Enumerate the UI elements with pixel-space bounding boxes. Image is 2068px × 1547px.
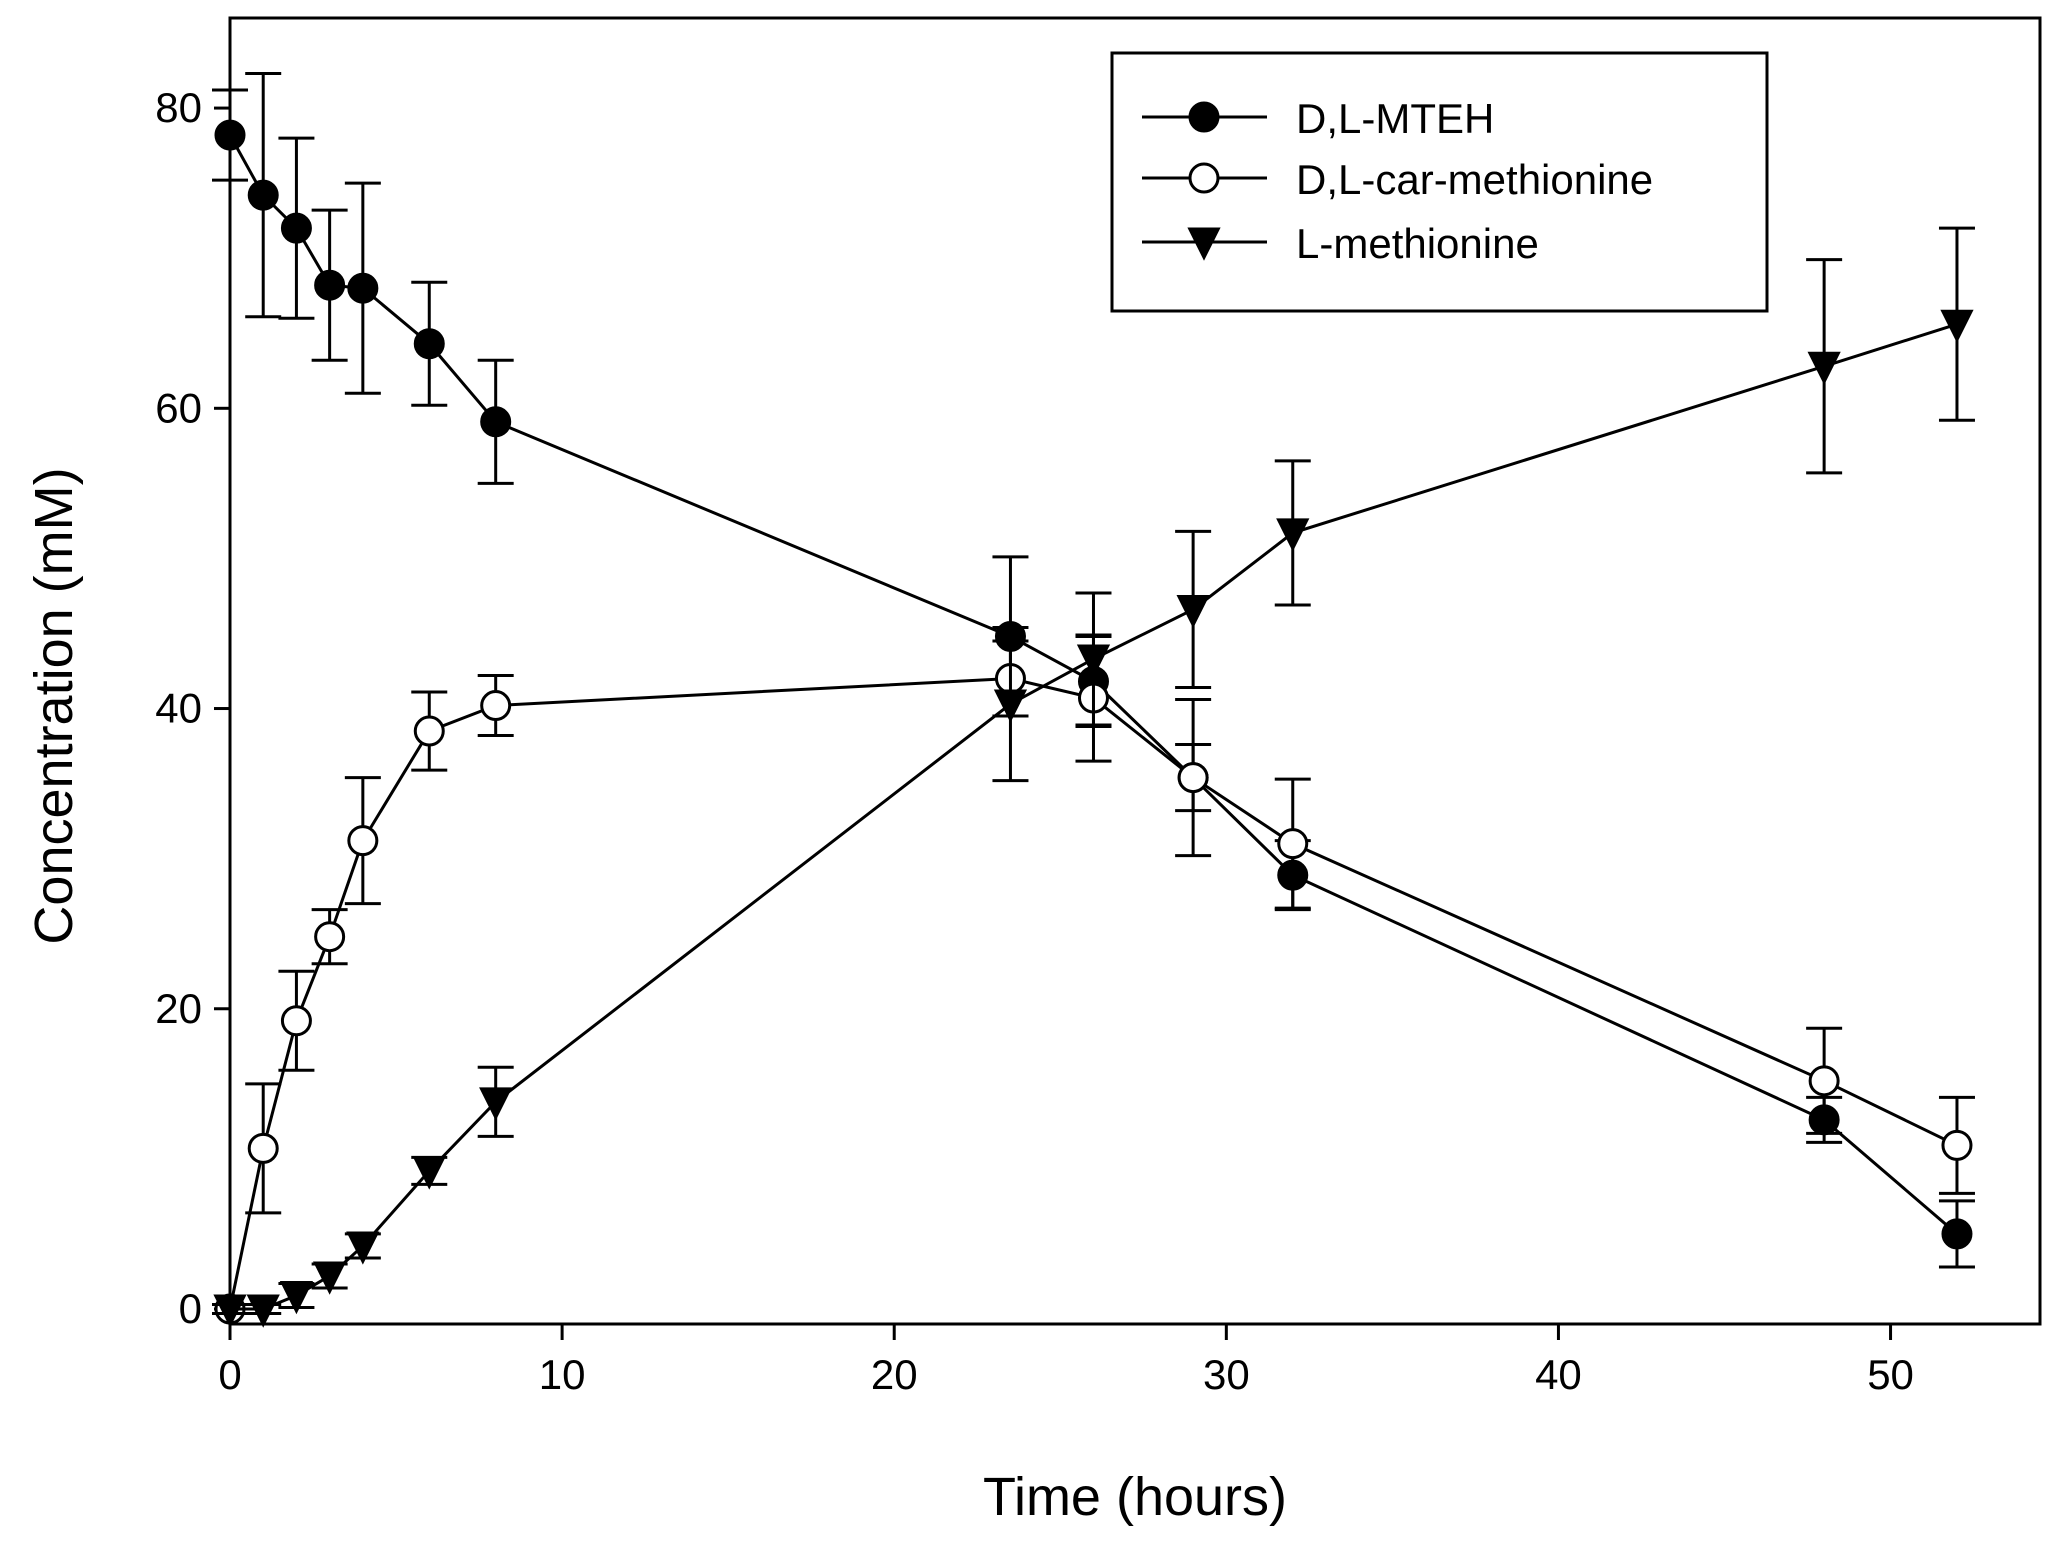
data-point: [314, 269, 346, 301]
x-axis-label: Time (hours): [983, 1467, 1287, 1527]
x-tick-label: 0: [218, 1351, 241, 1398]
data-point: [1941, 1129, 1973, 1161]
legend-marker: [1188, 162, 1220, 194]
data-point: [246, 1294, 280, 1328]
data-point: [247, 1132, 279, 1164]
y-axis-label: Concentration (mM): [24, 467, 84, 944]
data-point: [313, 1261, 347, 1295]
plot-frame: [228, 16, 2042, 1326]
legend-label: L-methionine: [1296, 220, 1539, 267]
y-tick-label: 20: [155, 985, 202, 1032]
y-tick-label: 40: [155, 685, 202, 732]
series-layer: [212, 72, 1975, 1328]
data-point: [346, 1231, 380, 1265]
data-point: [412, 1156, 446, 1190]
data-point: [1076, 644, 1111, 678]
series-line: [230, 322, 1958, 1311]
data-point: [280, 1005, 312, 1037]
data-point: [1808, 1065, 1840, 1097]
y-axis-ticks: 0 20 40 60 80: [155, 84, 230, 1332]
data-point: [1176, 594, 1210, 629]
data-point: [413, 328, 445, 360]
data-point: [1277, 828, 1309, 860]
legend: D,L-MTEH D,L-car-methionine L-methionine: [1110, 51, 1769, 313]
legend-marker: [1188, 101, 1220, 133]
y-tick-label: 80: [155, 84, 202, 131]
x-tick-label: 50: [1867, 1351, 1914, 1398]
legend-box: [1110, 51, 1769, 313]
data-point: [1940, 309, 1974, 343]
data-point: [1807, 351, 1841, 386]
x-axis-ticks: 0 10 20 30 40 50: [218, 1324, 1914, 1398]
data-point: [347, 825, 379, 857]
data-point: [280, 212, 312, 244]
legend-marker: [1187, 227, 1221, 261]
legend-label: D,L-car-methionine: [1296, 156, 1653, 203]
legend-label: D,L-MTEH: [1296, 95, 1494, 142]
data-point: [1941, 1218, 1973, 1250]
data-point: [480, 406, 512, 438]
data-point: [213, 1294, 247, 1328]
data-point: [993, 689, 1028, 723]
data-point: [279, 1280, 314, 1315]
data-point: [347, 272, 379, 304]
x-tick-label: 10: [539, 1351, 586, 1398]
x-tick-label: 40: [1535, 1351, 1582, 1398]
y-tick-label: 60: [155, 384, 202, 431]
x-tick-label: 20: [871, 1351, 918, 1398]
x-tick-label: 30: [1203, 1351, 1250, 1398]
data-point: [480, 690, 512, 722]
data-point: [247, 179, 279, 211]
data-point: [314, 921, 346, 953]
y-tick-label: 0: [179, 1285, 202, 1332]
series-3: [212, 226, 1975, 1328]
data-point: [1276, 518, 1310, 552]
data-point: [479, 1087, 513, 1121]
series-2: [212, 633, 1975, 1325]
data-point: [413, 715, 445, 747]
data-point: [214, 119, 246, 151]
series-line: [228, 676, 1958, 1310]
data-point: [1177, 762, 1209, 794]
